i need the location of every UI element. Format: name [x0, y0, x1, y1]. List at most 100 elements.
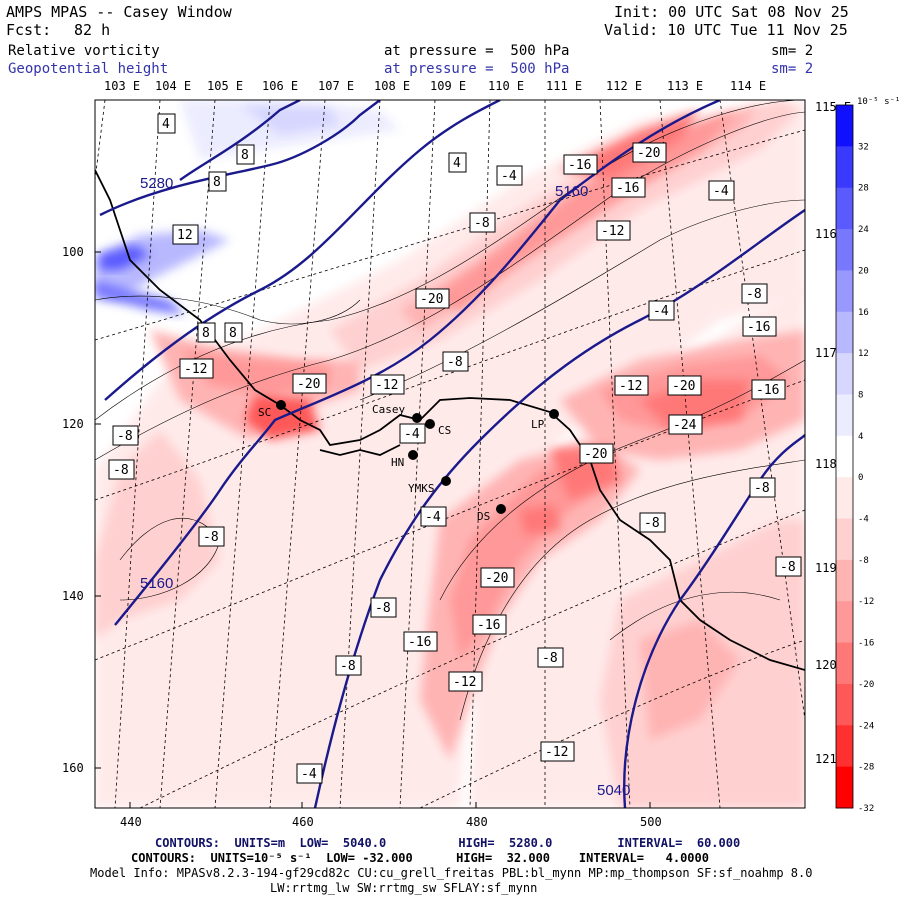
colorbar-label: -20 — [858, 680, 874, 690]
vorticity-label: 8 — [202, 326, 210, 341]
station-label: Casey — [372, 403, 405, 416]
vorticity-label: -20 — [297, 377, 320, 392]
colorbar-unit: 10⁻⁵ s⁻¹ — [857, 97, 900, 107]
init-time: Init: 00 UTC Sat 08 Nov 25 — [614, 3, 849, 21]
vorticity-label: 8 — [229, 326, 237, 341]
height-label: 5280 — [140, 175, 173, 192]
vorticity-label: -20 — [637, 146, 660, 161]
footer-model-info-2: LW:rrtmg_lw SW:rrtmg_sw SFLAY:sf_mynn — [270, 881, 538, 895]
vorticity-label: -20 — [672, 379, 695, 394]
vorticity-label: -16 — [408, 635, 431, 650]
vorticity-label-box — [563, 154, 598, 175]
vorticity-label-box — [224, 322, 243, 343]
field1-smoothing: sm= 2 — [771, 43, 814, 59]
vorticity-label-box — [775, 556, 802, 577]
colorbar-frame — [835, 104, 854, 809]
vorticity-label-box — [370, 597, 397, 618]
vorticity-label: 8 — [213, 175, 221, 190]
vorticity-label: -4 — [653, 304, 669, 319]
vorticity-label: -8 — [340, 659, 356, 674]
vorticity-label: -8 — [474, 216, 490, 231]
vorticity-label: -20 — [420, 292, 443, 307]
vorticity-label-box — [296, 763, 323, 784]
vorticity-label-box — [668, 414, 703, 435]
colorbar-label: 32 — [858, 142, 869, 152]
vorticity-label-box — [236, 144, 255, 165]
colorbar-swatch — [836, 146, 853, 189]
vorticity-label-box — [172, 224, 199, 245]
forecast-hours: 82 h — [74, 21, 111, 39]
lon-label: 111 E — [546, 79, 582, 93]
station-label: LP — [531, 418, 545, 431]
lon-label: 104 E — [155, 79, 191, 93]
vorticity-label: -12 — [453, 675, 476, 690]
vorticity-label-box — [614, 375, 649, 396]
station-marker — [441, 476, 451, 486]
vorticity-label-box — [632, 142, 667, 163]
colorbar-swatch — [836, 725, 853, 768]
colorbar-swatch — [836, 559, 853, 602]
vorticity-contours — [95, 100, 805, 721]
vorticity-label: -16 — [477, 618, 500, 633]
station-label: DS — [477, 510, 490, 523]
height-label: 5160 — [140, 575, 173, 592]
colorbar-swatch — [836, 435, 853, 478]
vorticity-label-box — [448, 671, 483, 692]
vorticity-label-box — [579, 443, 614, 464]
vorticity-label-box — [420, 506, 447, 527]
field2-smoothing: sm= 2 — [771, 61, 814, 77]
vorticity-shading — [95, 100, 805, 808]
y-tick-label: 100 — [62, 245, 84, 259]
vorticity-label: -4 — [404, 427, 420, 442]
station-marker — [496, 504, 506, 514]
vorticity-label-box — [708, 180, 735, 201]
colorbar-label: -32 — [858, 804, 874, 814]
vorticity-label: -8 — [375, 601, 391, 616]
vorticity-label-box — [442, 351, 469, 372]
field2-name: Geopotential height — [8, 61, 169, 77]
colorbar-label: -12 — [858, 597, 874, 607]
station-marker — [425, 419, 435, 429]
vorticity-label-box — [496, 165, 523, 186]
colorbar-label: 4 — [858, 432, 863, 442]
colorbar-swatch — [836, 229, 853, 271]
vorticity-label-box — [198, 526, 225, 547]
colorbar-swatch — [836, 601, 853, 644]
colorbar-swatch — [836, 105, 853, 147]
colorbar-swatch — [836, 477, 853, 520]
station-marker — [276, 400, 286, 410]
vorticity-label-box — [611, 177, 646, 198]
colorbar-label: 16 — [858, 308, 869, 318]
colorbar-swatch — [836, 270, 853, 313]
colorbar-swatch — [836, 311, 853, 354]
lon-label: 110 E — [488, 79, 524, 93]
vorticity-label: 12 — [177, 228, 193, 243]
lon-label: 107 E — [318, 79, 354, 93]
lon-label: 108 E — [374, 79, 410, 93]
lon-label: 105 E — [207, 79, 243, 93]
colorbar-label: 20 — [858, 266, 869, 276]
vorticity-label-box — [179, 358, 214, 379]
vorticity-label: -4 — [501, 169, 517, 184]
vorticity-label-box — [403, 631, 438, 652]
height-labels: 5280 5160 5160 5040 — [140, 175, 630, 799]
colorbar-label: -16 — [858, 639, 874, 649]
colorbar-swatch — [836, 187, 853, 230]
vorticity-label-box — [448, 152, 467, 173]
vorticity-label-box — [472, 614, 507, 635]
height-label: 5040 — [597, 782, 630, 799]
vorticity-label: -16 — [756, 383, 779, 398]
colorbar-swatch — [836, 683, 853, 726]
vorticity-label-box — [749, 477, 776, 498]
vorticity-label-box — [639, 512, 666, 533]
colorbar-label: 28 — [858, 184, 869, 194]
station-marker — [549, 409, 559, 419]
vorticity-label-box — [108, 459, 135, 480]
station-label: HN — [391, 456, 404, 469]
vorticity-label-box — [742, 316, 777, 337]
colorbar-label: -24 — [858, 721, 874, 731]
vorticity-label: 4 — [453, 156, 461, 171]
vorticity-label-box — [648, 300, 675, 321]
vorticity-label: -4 — [425, 510, 441, 525]
vorticity-label: -20 — [584, 447, 607, 462]
